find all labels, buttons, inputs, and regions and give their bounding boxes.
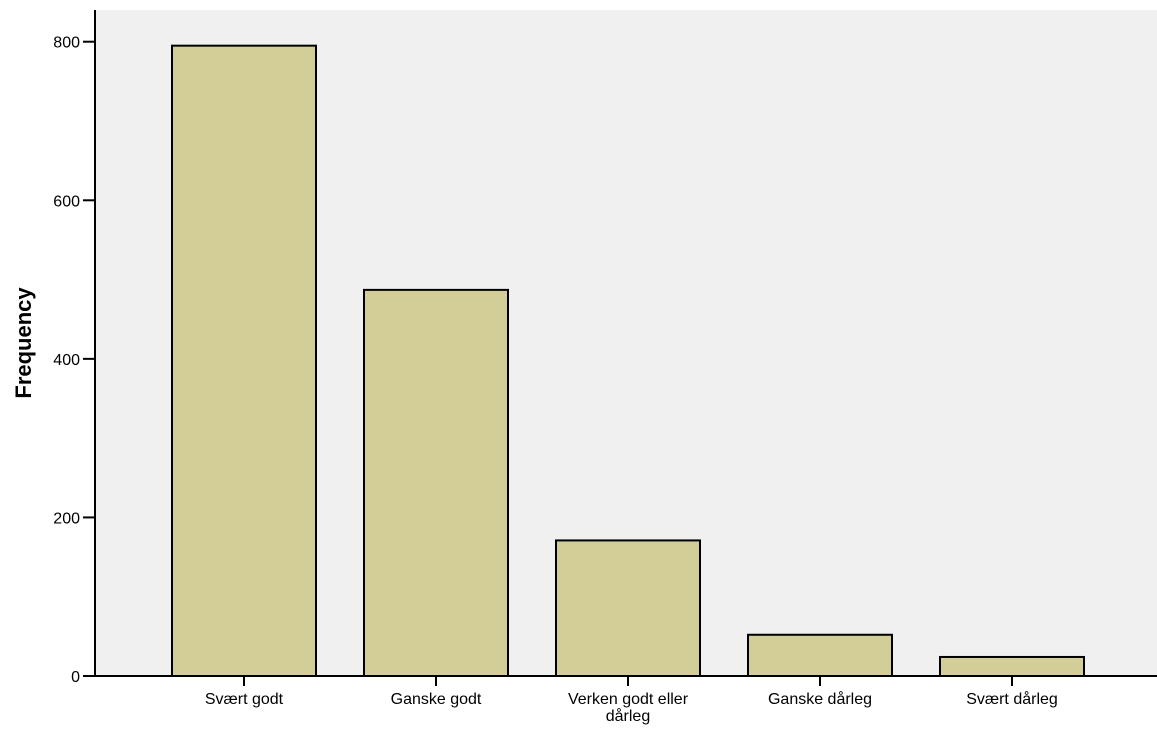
bar-3 (747, 633, 893, 677)
y-axis-title: Frequency (11, 287, 36, 399)
x-tick-label-3: Ganske dårleg (768, 690, 872, 708)
y-tick-label-3: 600 (53, 193, 80, 210)
y-tick-label-1: 200 (53, 510, 80, 527)
x-axis: Svært godt Ganske godt Verken godt eller då… (95, 675, 1157, 725)
bar-0 (171, 44, 317, 677)
x-tick-label-0: Svært godt (205, 691, 284, 708)
bar-2 (555, 539, 701, 678)
x-tick-label-2: Verken godt eller dårleg (568, 691, 689, 725)
bar-1 (363, 288, 509, 677)
x-tick-label-4: Svært dårleg (966, 690, 1058, 708)
bars-group (171, 44, 1085, 678)
x-tick-label-1: Ganske godt (391, 691, 482, 708)
y-tick-label-2: 400 (53, 352, 80, 369)
bar-4 (939, 655, 1085, 678)
y-tick-label-0: 0 (71, 669, 80, 686)
y-tick-label-4: 800 (53, 35, 80, 52)
y-axis: 0 200 400 600 800 (53, 10, 96, 686)
